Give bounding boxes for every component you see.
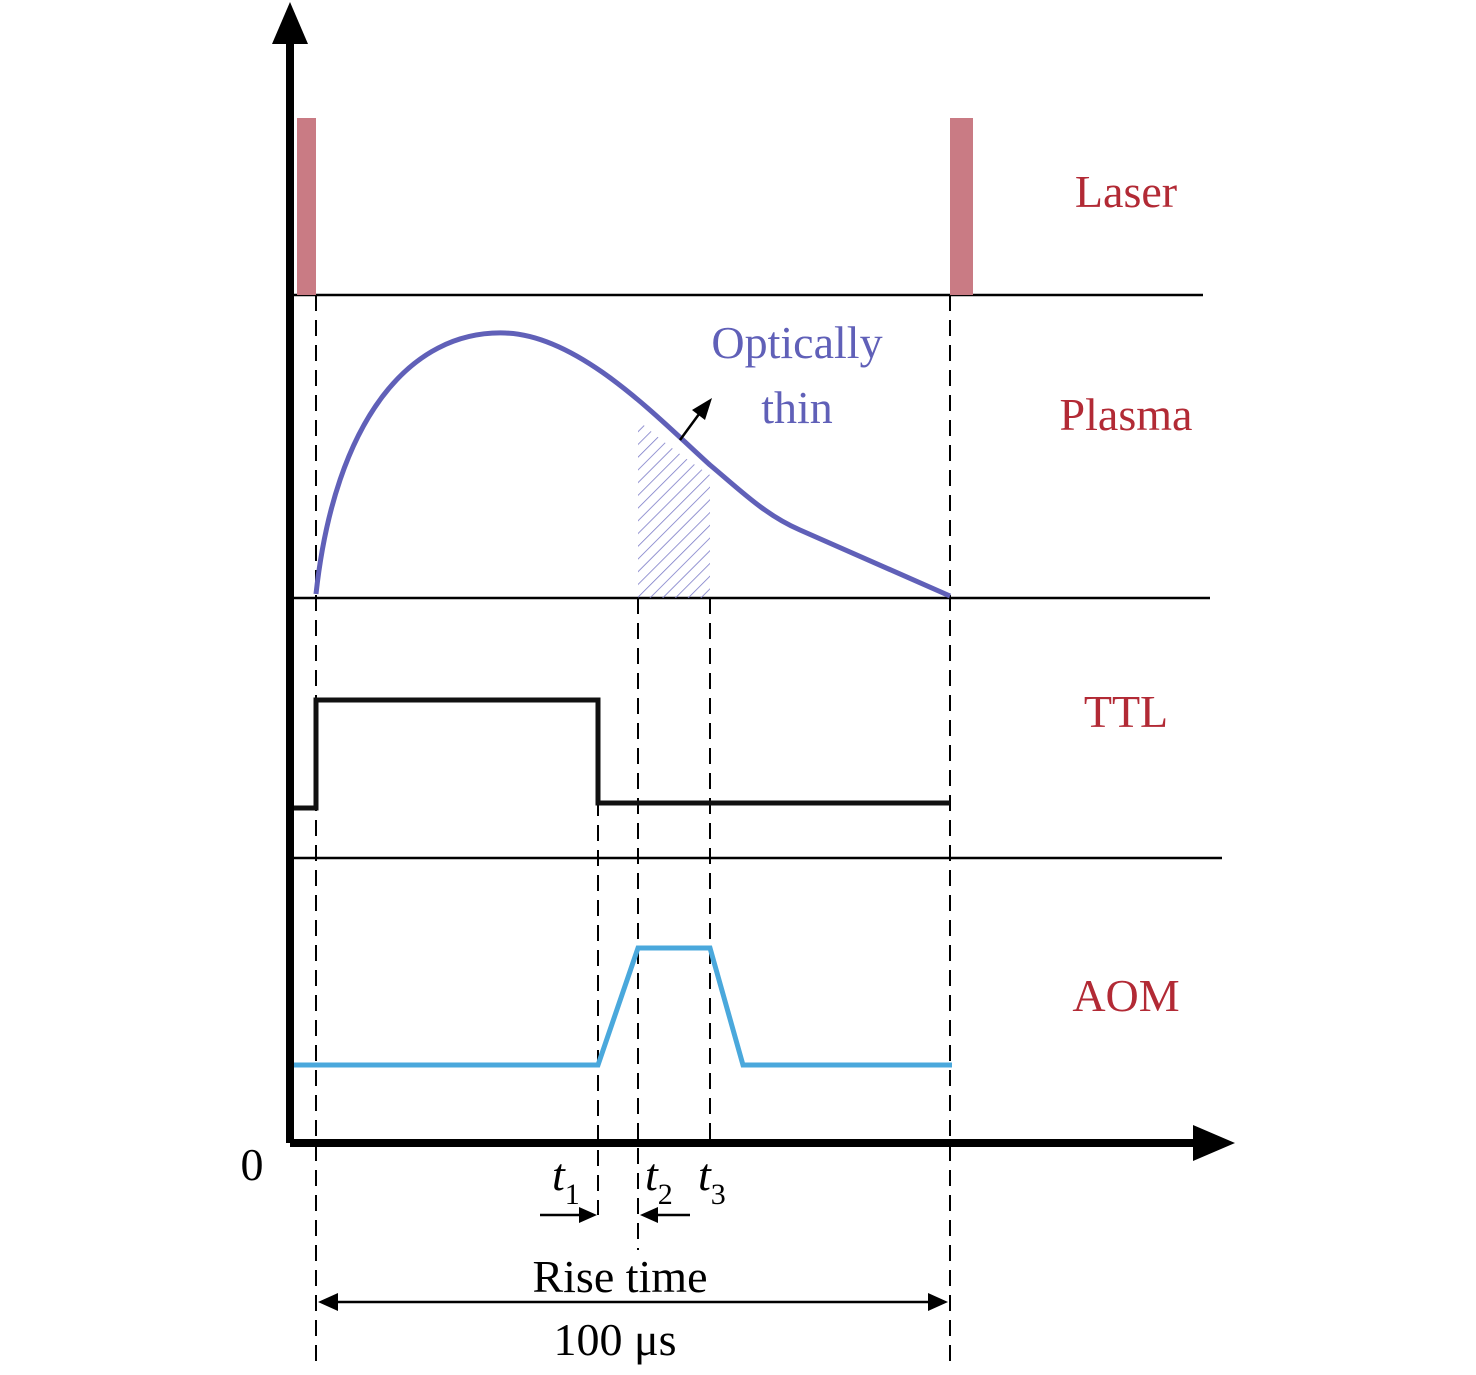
y-axis-arrow <box>272 2 308 44</box>
lane-label-plasma: Plasma <box>1060 389 1193 440</box>
optically-thin-arrow-line <box>678 409 704 441</box>
x-axis-arrow <box>1193 1125 1235 1161</box>
t1-label: t1 <box>552 1149 580 1211</box>
t1-base: t <box>552 1149 566 1200</box>
lane-label-laser: Laser <box>1075 166 1177 217</box>
t2-label: t2 <box>645 1149 673 1211</box>
optically-label: Optically <box>711 317 882 368</box>
laser-pulse-2 <box>950 118 973 295</box>
optically-thin-arrow-head <box>692 398 712 420</box>
t2-sub: 2 <box>658 1178 673 1211</box>
rise-time-label: Rise time <box>532 1251 707 1302</box>
thin-label: thin <box>761 382 833 433</box>
laser-pulse-1 <box>297 118 316 295</box>
dashed-guides <box>315 295 951 1362</box>
period-arrow-left-head <box>318 1293 338 1311</box>
t3-sub: 3 <box>711 1178 726 1211</box>
rise-arrow-right-head <box>640 1207 658 1223</box>
aom-signal <box>290 945 952 1068</box>
lane-label-aom: AOM <box>1072 970 1179 1021</box>
origin-label: 0 <box>241 1139 264 1190</box>
ttl-signal <box>293 697 950 811</box>
rise-arrow-left-head <box>579 1207 597 1223</box>
lane-label-ttl: TTL <box>1084 686 1168 737</box>
optically-thin-region <box>638 420 710 598</box>
period-label: 100 μs <box>553 1314 676 1365</box>
plasma-curve <box>313 330 952 599</box>
period-arrow-right-head <box>928 1293 948 1311</box>
t3-base: t <box>698 1149 712 1200</box>
t1-sub: 1 <box>565 1178 580 1211</box>
t3-label: t3 <box>698 1149 726 1211</box>
t2-base: t <box>645 1149 659 1200</box>
